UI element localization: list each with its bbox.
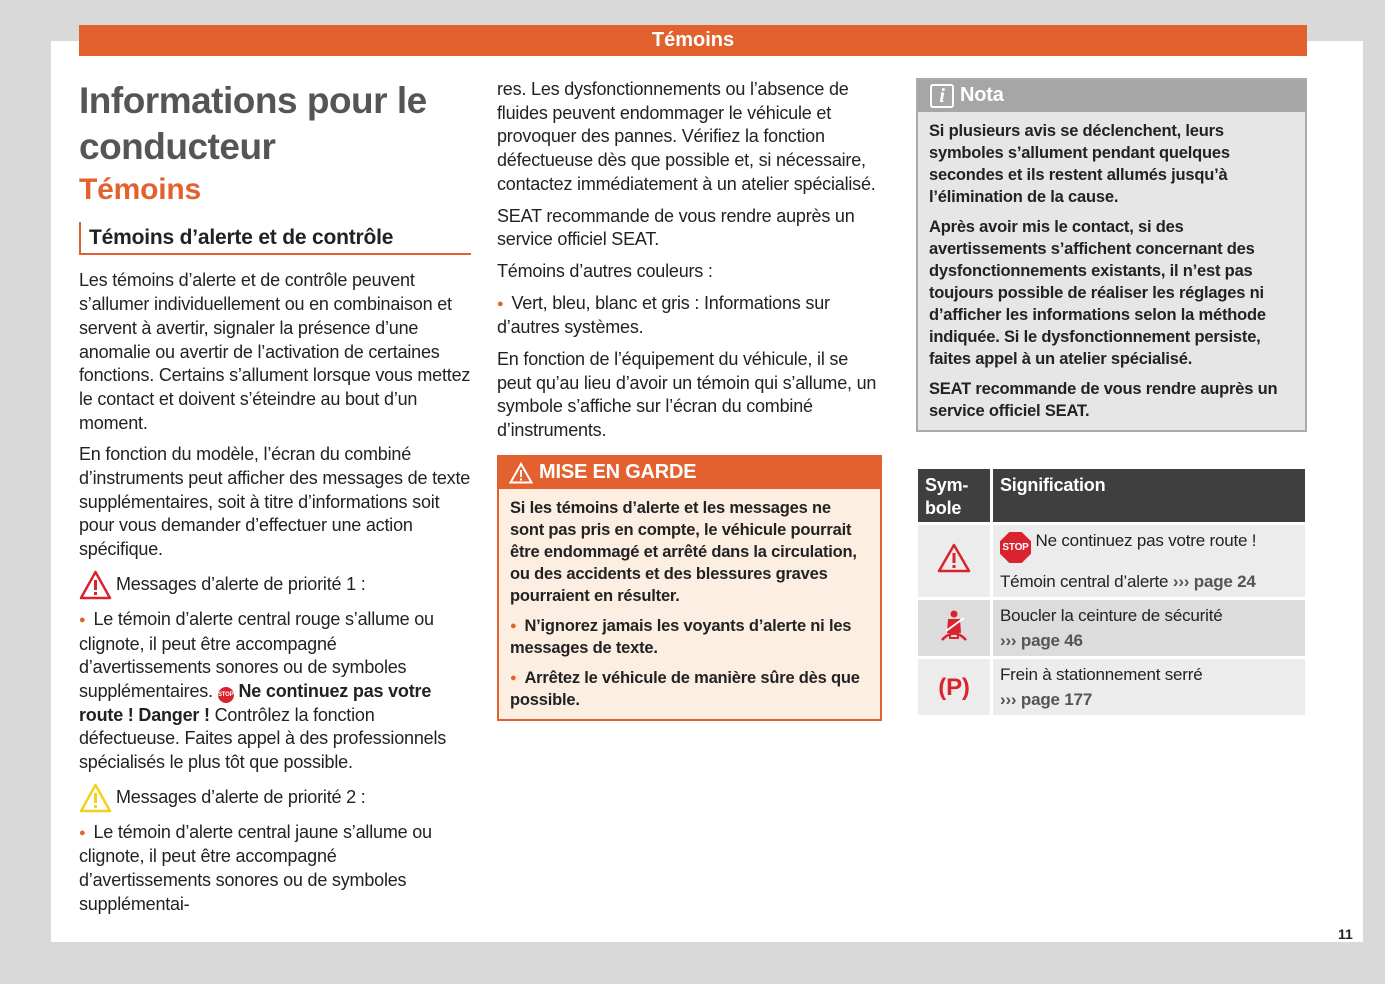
list-item: Vert, bleu, blanc et gris : Informations… [497, 292, 882, 340]
warning-item: N’ignorez jamais les voyants d’alerte ni… [510, 615, 869, 659]
priority-2-heading: Messages d’alerte de priorité 2 : [79, 783, 471, 813]
page-link[interactable]: ››› page 177 [1000, 690, 1093, 709]
paragraph: Les témoins d’alerte et de contrôle peuv… [79, 270, 471, 433]
red-warning-triangle-icon [79, 570, 112, 600]
paragraph: En fonction du modèle, l’écran du combin… [79, 444, 471, 560]
paragraph: En fonction de l’équipement du véhicule,… [497, 349, 877, 441]
list-item: Le témoin d’alerte central rouge s’allum… [79, 608, 471, 775]
table-row: Boucler la ceinture de sécurité ››› page … [918, 600, 1305, 656]
info-icon: i [930, 84, 954, 108]
paragraph: Témoins d’autres couleurs : [497, 260, 713, 281]
warning-text: Si les témoins d’alerte et les messages … [510, 498, 857, 605]
warning-triangle-icon [937, 543, 971, 572]
page-title: Informations pour le conducteur [79, 80, 427, 167]
symbol-table: Sym-bole Signification STOP Ne continuez … [915, 466, 1308, 718]
note-box: i Nota Si plusieurs avis se déclenchent, … [916, 78, 1307, 432]
parking-brake-icon: (P) [918, 659, 990, 715]
paragraph: res. Les dysfonctionnements ou l’absence… [497, 79, 876, 194]
subsection-title: Témoins d’alerte et de contrôle [79, 221, 471, 256]
page-link[interactable]: ››› page 24 [1172, 572, 1256, 591]
table-row: STOP Ne continuez pas votre route ! Témoi… [918, 525, 1305, 597]
list-item: Le témoin d’alerte central jaune s’allum… [79, 821, 471, 917]
header-meaning: Signification [993, 469, 1305, 522]
section-title: Témoins [79, 173, 201, 206]
note-title: Nota [960, 84, 1004, 107]
column-2: res. Les dysfonctionnements ou l’absence… [497, 78, 882, 721]
stop-icon: STOP [217, 686, 234, 703]
priority-1-heading: Messages d’alerte de priorité 1 : [79, 570, 471, 600]
yellow-warning-triangle-icon [79, 783, 112, 813]
warning-title: MISE EN GARDE [539, 460, 697, 483]
paragraph: SEAT recommande de vous rendre auprès un… [497, 205, 855, 250]
note-text: SEAT recommande de vous rendre auprès un… [929, 380, 1278, 420]
section-header: Témoins [79, 25, 1307, 56]
warning-box: MISE EN GARDE Si les témoins d’alerte et… [497, 454, 882, 721]
warning-item: Arrêtez le véhicule de manière sûre dès … [510, 667, 869, 711]
stop-icon: STOP [1000, 532, 1031, 563]
seatbelt-icon [941, 610, 967, 641]
page-number: 11 [1338, 926, 1353, 942]
column-3: i Nota Si plusieurs avis se déclenchent, … [916, 78, 1307, 718]
column-1: Informations pour le conducteur Témoins … [79, 78, 471, 925]
note-text: Après avoir mis le contact, si des avert… [929, 218, 1266, 368]
note-text: Si plusieurs avis se déclenchent, leurs … [929, 122, 1230, 206]
header-symbol: Sym-bole [918, 469, 990, 522]
warning-icon [509, 461, 533, 484]
page-link[interactable]: ››› page 46 [1000, 631, 1083, 650]
table-row: (P) Frein à stationnement serré ››› page … [918, 659, 1305, 715]
